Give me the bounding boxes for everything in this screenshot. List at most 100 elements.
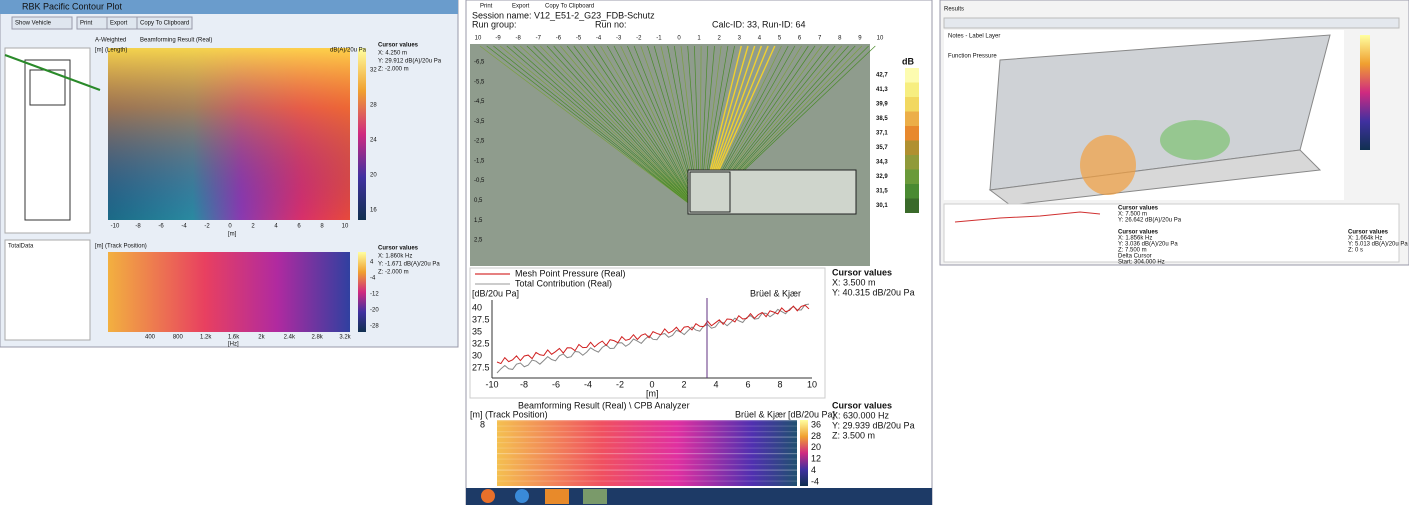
cursor-line: Y: 29.939 dB/20u Pa bbox=[832, 420, 915, 430]
tick-label: -10 bbox=[485, 379, 498, 389]
toolbar-button-label: Show Vehicle bbox=[15, 21, 52, 27]
tick-label: -0,5 bbox=[474, 178, 485, 184]
tick-label: 0 bbox=[677, 36, 681, 42]
tick-label: 2 bbox=[251, 224, 255, 230]
vehicle bbox=[687, 169, 857, 215]
label: Results bbox=[944, 7, 964, 13]
legend-label: 31,5 bbox=[876, 189, 888, 195]
label: [Hz] bbox=[228, 342, 239, 348]
tick-label: 0 bbox=[649, 379, 654, 389]
stripe bbox=[497, 431, 797, 433]
tick-label: 1.6k bbox=[228, 335, 240, 341]
tick-label: -8 bbox=[135, 224, 141, 230]
legend-swatch bbox=[905, 82, 919, 97]
hotspot bbox=[1080, 135, 1136, 195]
tick-label: -5 bbox=[576, 36, 582, 42]
tick-label: 6 bbox=[798, 36, 802, 42]
tick-label: -1,5 bbox=[474, 158, 485, 164]
cursor-title: Cursor values bbox=[1118, 206, 1159, 212]
tick-label: 3.2k bbox=[339, 335, 351, 341]
toolbar-button-label: Export bbox=[110, 21, 128, 27]
tick-label: -6,5 bbox=[474, 60, 485, 66]
cursor-line: Start: 304.000 Hz bbox=[1118, 260, 1165, 266]
legend-label: 35,7 bbox=[876, 145, 888, 151]
tick-label: 10 bbox=[342, 224, 349, 230]
legend-label: 32,9 bbox=[876, 174, 888, 180]
legend-label: 41,3 bbox=[876, 87, 888, 93]
ray bbox=[620, 45, 701, 213]
curve bbox=[954, 211, 1101, 223]
cursor-line: Delta Cursor bbox=[1118, 254, 1152, 260]
legend-swatch bbox=[905, 198, 919, 213]
firefox-icon[interactable] bbox=[481, 489, 495, 503]
tick-label: 6 bbox=[297, 224, 301, 230]
cursor-line: Z: 0 s bbox=[1348, 248, 1363, 254]
toolbar-button[interactable] bbox=[11, 16, 73, 30]
legend-swatch bbox=[905, 155, 919, 170]
tick-label: -6 bbox=[556, 36, 562, 42]
tick-label: 24 bbox=[370, 138, 377, 144]
tick-label: 5 bbox=[778, 36, 782, 42]
tick-label: 2.4k bbox=[284, 335, 296, 341]
tick-label: 30 bbox=[472, 350, 482, 360]
tick-label: 1 bbox=[697, 36, 701, 42]
toolbar-button-label: Print bbox=[80, 21, 93, 27]
toolbar bbox=[943, 17, 1400, 29]
stripe bbox=[497, 464, 797, 466]
tick-label: -6 bbox=[552, 379, 560, 389]
legend-label: 39,9 bbox=[876, 102, 888, 108]
toolbar-button[interactable] bbox=[136, 16, 193, 30]
tick-label: 2,5 bbox=[474, 238, 483, 244]
cursor-line: X: 4.250 m bbox=[378, 51, 407, 57]
tick-label: 0 bbox=[228, 224, 232, 230]
ray bbox=[546, 45, 701, 213]
tick-label: 1.2k bbox=[200, 335, 212, 341]
legend-label: 30,1 bbox=[876, 203, 888, 209]
label: [m] (Track Position) bbox=[470, 409, 548, 419]
colorbar bbox=[800, 420, 808, 486]
toolbar-button-label: Export bbox=[512, 4, 530, 10]
cursor-line: Y: 40.315 dB/20u Pa bbox=[832, 287, 915, 297]
tick-label: 800 bbox=[173, 335, 184, 341]
label: dB(A)/20u Pa bbox=[330, 48, 367, 54]
tick-label: 7 bbox=[818, 36, 822, 42]
tick-label: -2 bbox=[204, 224, 210, 230]
legend-swatch bbox=[905, 97, 919, 112]
tick-label: 9 bbox=[858, 36, 862, 42]
tick-label: -28 bbox=[370, 324, 379, 330]
tick-label: 32 bbox=[370, 68, 377, 74]
ray bbox=[586, 45, 701, 213]
cursor-title: Cursor values bbox=[832, 400, 892, 410]
tick-label: 4 bbox=[758, 36, 762, 42]
cursor-title: Cursor values bbox=[378, 246, 419, 252]
toolbar-button-label: Copy To Clipboard bbox=[545, 4, 594, 10]
label: TotalData bbox=[8, 244, 34, 250]
curve bbox=[496, 303, 810, 374]
tick-label: 37.5 bbox=[472, 314, 490, 324]
legend-swatch bbox=[905, 111, 919, 126]
stripe bbox=[497, 436, 797, 438]
tick-label: 8 bbox=[320, 224, 324, 230]
tick-label: 32.5 bbox=[472, 338, 490, 348]
legend-label: 38,5 bbox=[876, 116, 888, 122]
legend-swatch bbox=[905, 184, 919, 199]
curve bbox=[496, 304, 810, 365]
tick-label: -2,5 bbox=[474, 139, 485, 145]
cursor-title: Cursor values bbox=[832, 267, 892, 277]
ray bbox=[519, 45, 701, 213]
app-icon[interactable] bbox=[545, 489, 569, 504]
stripe bbox=[497, 420, 797, 422]
cursor-line: Z: -2.000 m bbox=[378, 67, 409, 73]
tick-label: 400 bbox=[145, 335, 156, 341]
ray bbox=[479, 45, 701, 213]
label: Function Pressure bbox=[948, 54, 997, 60]
tick-label: -3,5 bbox=[474, 119, 485, 125]
taskbar bbox=[466, 488, 932, 505]
ie-icon[interactable] bbox=[515, 489, 529, 503]
ray bbox=[553, 45, 701, 213]
app-icon[interactable] bbox=[583, 489, 607, 504]
toolbar-button-label: Copy To Clipboard bbox=[140, 21, 189, 27]
tick-label: 1,5 bbox=[474, 218, 483, 224]
